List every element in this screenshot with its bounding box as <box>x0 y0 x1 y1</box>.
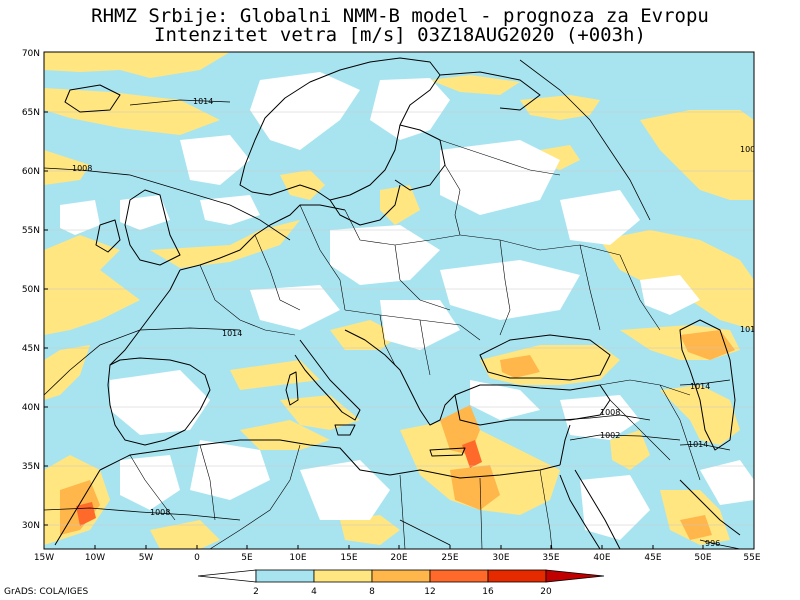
lon-label: 0 <box>194 553 200 563</box>
map-subtitle: Intenzitet vetra [m/s] 03Z18AUG2020 (+00… <box>154 24 646 46</box>
colorbar-label: 20 <box>540 587 552 597</box>
lat-label: 55N <box>22 226 40 236</box>
colorbar-cell <box>545 569 605 583</box>
lat-label: 40N <box>22 403 40 413</box>
isobar-labels: 1014 1008 1014 1008 1002 1014 1014 1008 … <box>72 97 760 548</box>
colorbar-label: 4 <box>311 587 317 597</box>
colorbar-cell <box>371 569 431 583</box>
isobar-label: 1014 <box>222 329 242 338</box>
lon-label: 50E <box>694 553 711 563</box>
graticule <box>44 111 754 526</box>
isobar-label: 1014 <box>688 440 708 449</box>
map-field: 1014 1008 1014 1008 1002 1014 1014 1008 … <box>44 52 760 549</box>
isobars <box>44 59 741 549</box>
lat-label: 35N <box>22 462 40 472</box>
lon-label: 55E <box>743 553 760 563</box>
isobar-label: 996 <box>705 539 720 548</box>
isobar-label: 1008 <box>150 508 170 517</box>
lon-label: 25E <box>441 553 458 563</box>
isobar-label: 1014 <box>740 325 760 334</box>
lat-label: 45N <box>22 344 40 354</box>
lon-ticks <box>94 545 704 549</box>
isobar-label: 1008 <box>72 164 92 173</box>
colorbar-cell <box>313 569 373 583</box>
lon-label: 35E <box>542 553 559 563</box>
country-borders <box>129 139 701 549</box>
lon-label: 10E <box>289 553 306 563</box>
isobar-label: 1014 <box>193 97 213 106</box>
colorbar-cell <box>197 569 257 583</box>
lon-label: 10W <box>85 553 105 563</box>
grads-credit: GrADS: COLA/IGES <box>4 587 89 597</box>
colorbar-label: 2 <box>253 587 259 597</box>
colorbar-label: 12 <box>424 587 435 597</box>
lat-label: 65N <box>22 108 40 118</box>
coastlines <box>54 57 741 549</box>
lat-label: 30N <box>22 521 40 531</box>
wind-zones-0-2 <box>60 72 754 540</box>
lon-label: 20E <box>390 553 407 563</box>
colorbar: 2 4 8 12 16 20 <box>197 569 605 597</box>
lat-ticks <box>44 51 48 526</box>
colorbar-label: 16 <box>482 587 494 597</box>
lat-label: 70N <box>22 49 40 59</box>
isobar-label: 1002 <box>600 431 620 440</box>
lat-axis: 70N 65N 60N 55N 50N 45N 40N 35N 30N <box>22 49 40 531</box>
colorbar-cell <box>255 569 315 583</box>
isobar-label: 1014 <box>690 382 710 391</box>
lat-label: 60N <box>22 167 40 177</box>
lon-label: 45E <box>644 553 661 563</box>
lon-label: 30E <box>492 553 509 563</box>
isobar-label: 1008 <box>740 145 760 154</box>
colorbar-cell <box>487 569 547 583</box>
lon-label: 5E <box>241 553 253 563</box>
lon-label: 5W <box>139 553 154 563</box>
lat-label: 50N <box>22 285 40 295</box>
map-title: RHMZ Srbije: Globalni NMM-B model - prog… <box>91 5 709 27</box>
lon-axis: 15W 10W 5W 0 5E 10E 15E 20E 25E 30E 35E … <box>34 553 761 563</box>
lon-label: 15W <box>34 553 54 563</box>
colorbar-label: 8 <box>369 587 375 597</box>
isobar-label: 1008 <box>600 408 620 417</box>
lon-label: 40E <box>593 553 610 563</box>
colorbar-cell <box>429 569 489 583</box>
lon-label: 15E <box>340 553 357 563</box>
